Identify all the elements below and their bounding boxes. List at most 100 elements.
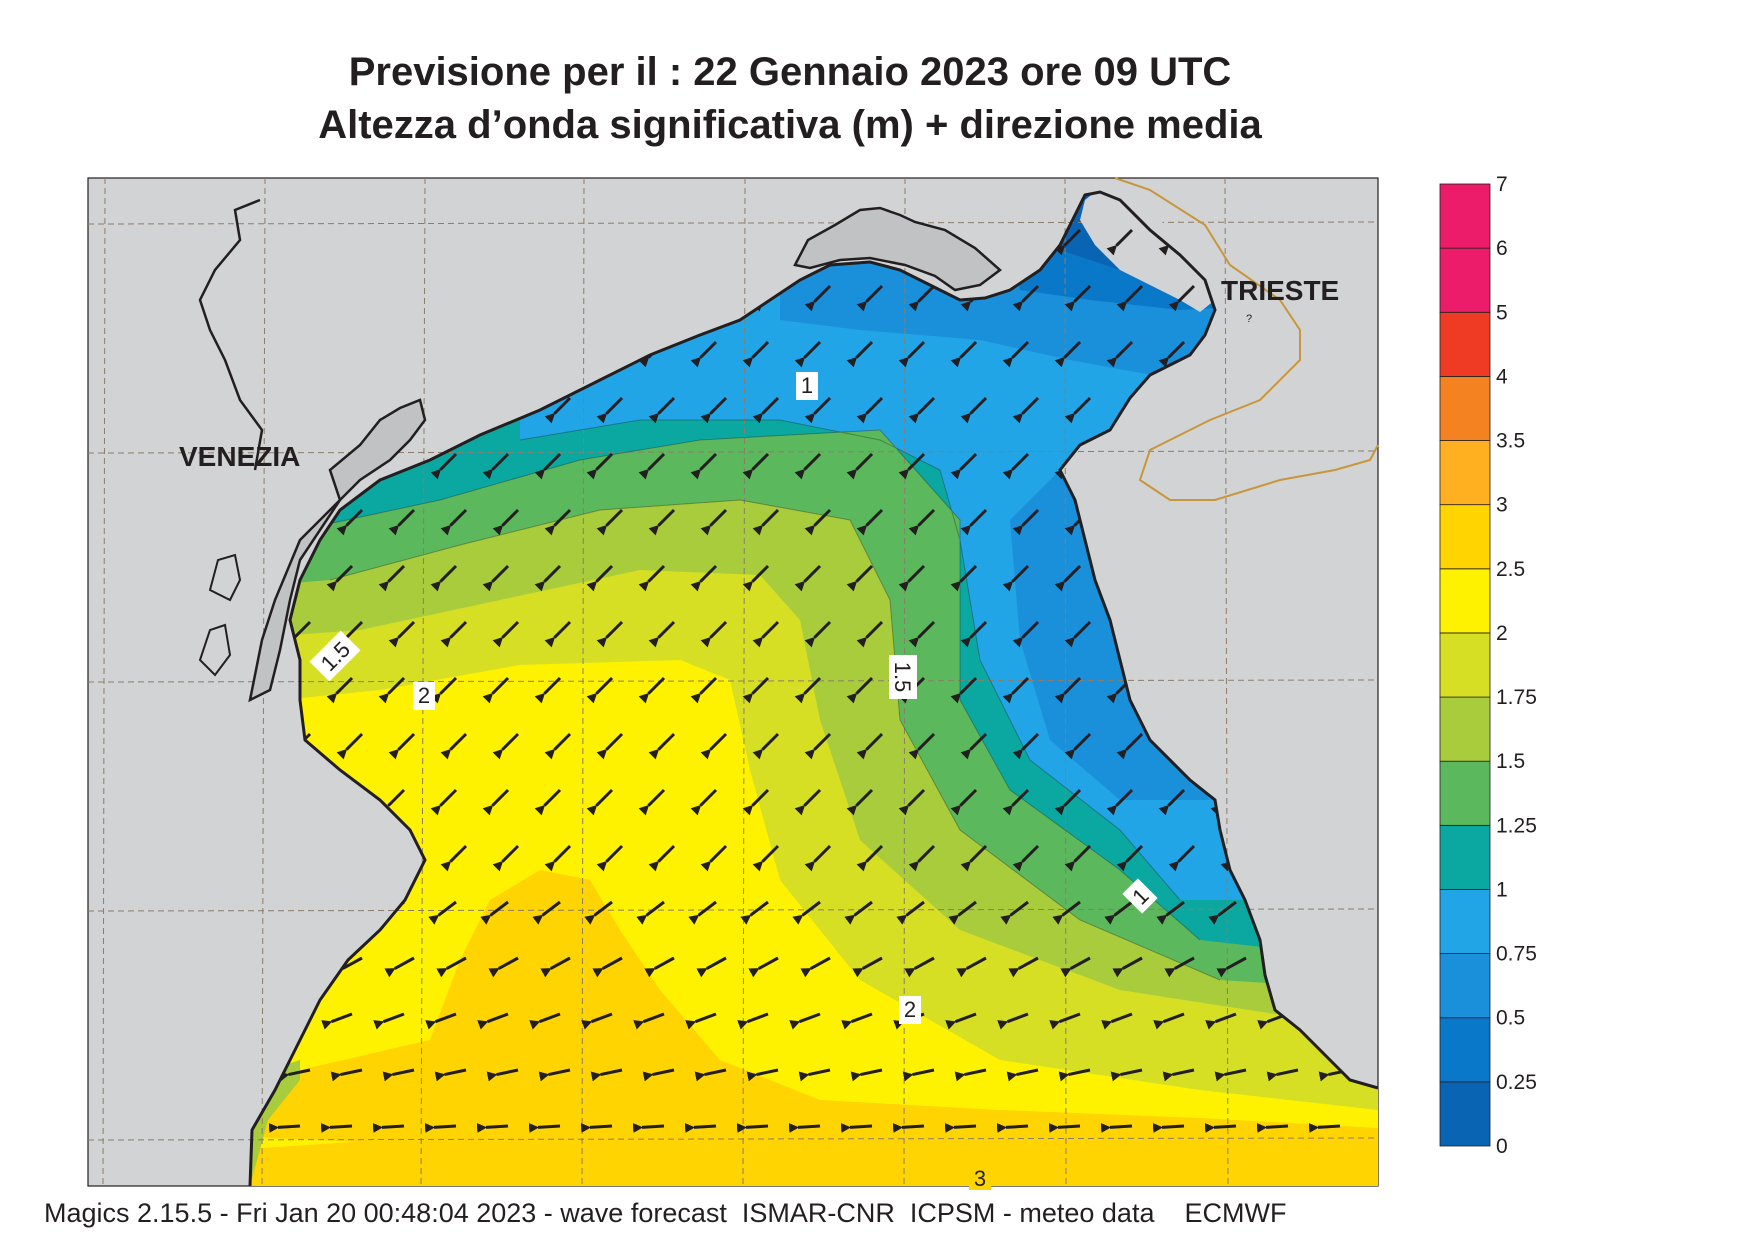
wave-arrow: [956, 956, 987, 978]
wave-arrow: [945, 1012, 977, 1030]
wave-arrow: [388, 508, 416, 536]
title-line-2: Altezza d’onda significativa (m) + direz…: [318, 103, 1262, 147]
contour-label: 1.5: [890, 662, 915, 693]
wave-arrow: [1116, 284, 1144, 312]
wave-arrow: [846, 340, 874, 368]
wave-arrow: [752, 732, 780, 760]
title-line-1: Previsione per il : 22 Gennaio 2023 ore …: [348, 50, 1232, 94]
legend-swatch: [1439, 1017, 1491, 1083]
wave-arrow: [644, 956, 675, 978]
wave-arrow: [476, 1122, 509, 1133]
wave-arrow: [586, 564, 614, 592]
legend-swatch: [1439, 1081, 1491, 1147]
wave-arrow: [580, 1122, 613, 1133]
wave-arrow: [789, 1012, 821, 1030]
contour-label: 2: [418, 683, 430, 708]
wave-arrow: [700, 732, 728, 760]
wave-arrow: [330, 1068, 363, 1082]
legend-swatch: [1439, 632, 1491, 698]
wave-arrow: [742, 564, 770, 592]
wave-arrow: [856, 396, 884, 424]
wave-arrow: [804, 396, 832, 424]
wave-arrow: [1216, 956, 1247, 978]
wave-arrow: [540, 956, 571, 978]
wave-arrow: [1100, 1122, 1133, 1133]
wave-arrow: [908, 732, 936, 760]
wave-arrow: [846, 564, 874, 592]
legend-tick-label: 2: [1496, 622, 1508, 645]
wave-arrow: [492, 844, 520, 872]
wave-arrow: [534, 564, 562, 592]
wave-arrow: [1006, 1068, 1039, 1082]
wave-arrow: [648, 732, 676, 760]
wave-arrow: [794, 452, 822, 480]
wave-arrow: [904, 956, 935, 978]
wave-arrow: [898, 788, 926, 816]
wave-arrow: [529, 1012, 561, 1030]
wave-arrow: [737, 1012, 769, 1030]
city-marker: ?: [1246, 313, 1252, 325]
wave-arrow: [852, 956, 883, 978]
wave-arrow: [740, 900, 769, 925]
wave-arrow: [1002, 788, 1030, 816]
wave-arrow: [586, 676, 614, 704]
wave-arrow: [430, 452, 458, 480]
wave-arrow: [1002, 564, 1030, 592]
wave-arrow: [840, 1122, 873, 1133]
wave-arrow: [908, 284, 936, 312]
legend-tick-label: 1: [1496, 878, 1508, 901]
wave-arrow: [908, 508, 936, 536]
wave-arrow: [1168, 844, 1196, 872]
wave-arrow: [388, 732, 416, 760]
wave-arrow: [1205, 1012, 1237, 1030]
legend-tick-label: 1.75: [1496, 686, 1537, 709]
wave-arrow: [648, 620, 676, 648]
wave-arrow: [798, 1068, 831, 1082]
wave-arrow: [898, 452, 926, 480]
wave-arrow: [482, 452, 510, 480]
legend-swatch: [1439, 824, 1491, 890]
wave-arrow: [596, 732, 624, 760]
wave-arrow: [898, 340, 926, 368]
wave-arrow: [690, 676, 718, 704]
wave-arrow: [336, 508, 364, 536]
legend-swatch: [1439, 375, 1491, 441]
wave-arrow: [638, 564, 666, 592]
wave-arrow: [960, 508, 988, 536]
wave-arrow: [1048, 1122, 1081, 1133]
legend-tick-label: 6: [1496, 237, 1508, 260]
wave-arrow: [488, 956, 519, 978]
wave-arrow: [1064, 844, 1092, 872]
wave-arrow: [596, 508, 624, 536]
wave-arrow: [944, 1122, 977, 1133]
wave-arrow: [492, 508, 520, 536]
wave-arrow: [950, 788, 978, 816]
wave-arrow: [1058, 1068, 1091, 1082]
wave-arrow: [534, 676, 562, 704]
wave-arrow: [492, 732, 520, 760]
wave-arrow: [492, 620, 520, 648]
wave-arrow: [950, 452, 978, 480]
wave-arrow: [544, 732, 572, 760]
wave-arrow: [898, 564, 926, 592]
wave-arrow: [336, 732, 364, 760]
wave-arrow: [1054, 564, 1082, 592]
wave-arrow: [950, 340, 978, 368]
wave-arrow: [1054, 788, 1082, 816]
wave-arrow: [804, 284, 832, 312]
wave-arrow: [960, 620, 988, 648]
wave-arrow: [378, 564, 406, 592]
legend-tick-label: 0: [1496, 1135, 1508, 1158]
wave-arrow: [1110, 1068, 1143, 1082]
wave-arrow: [846, 676, 874, 704]
wave-arrow: [1106, 788, 1134, 816]
wave-arrow: [440, 508, 468, 536]
wave-arrow: [528, 1122, 561, 1133]
wave-arrow: [1112, 956, 1143, 978]
wave-arrow: [382, 1068, 415, 1082]
wave-arrow: [1116, 844, 1144, 872]
wave-arrow: [846, 788, 874, 816]
wave-arrow: [950, 676, 978, 704]
wave-arrow: [1012, 508, 1040, 536]
wave-arrow: [596, 620, 624, 648]
